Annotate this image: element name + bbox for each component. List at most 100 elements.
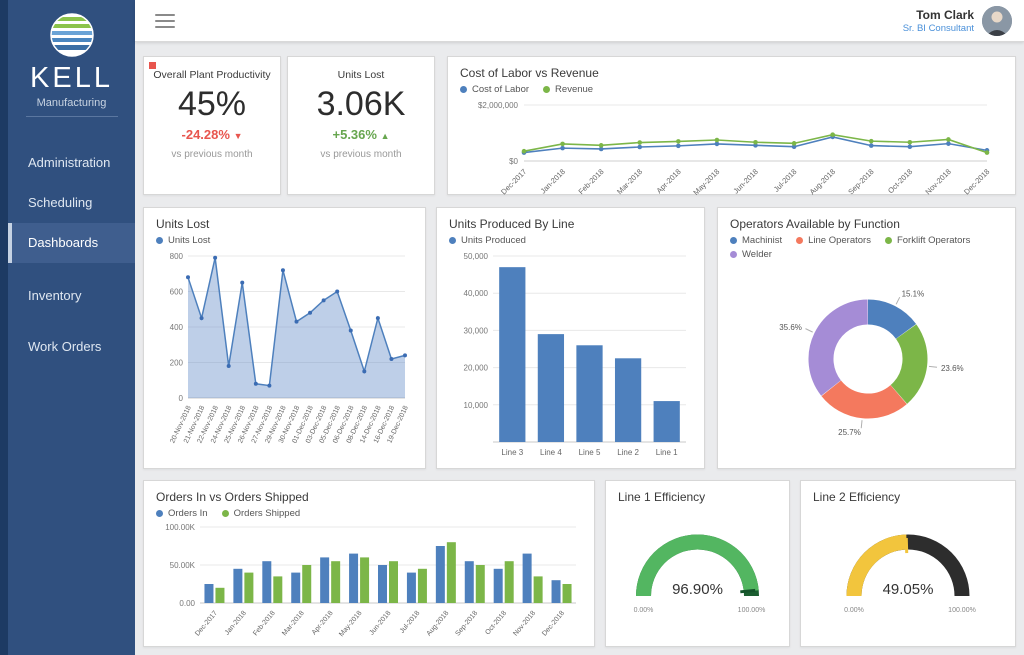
svg-text:Jan-2018: Jan-2018 — [539, 167, 567, 195]
svg-text:Nov-2018: Nov-2018 — [512, 610, 537, 638]
legend-item[interactable]: Machinist — [730, 235, 782, 246]
orders-grouped-bar-chart[interactable]: 0.00 50.00K 100.00K Dec-2017 Jan-2018 Feb-201… — [156, 521, 584, 645]
legend-label: Revenue — [555, 84, 594, 95]
svg-text:0.00%: 0.00% — [634, 607, 654, 614]
svg-text:Feb-2018: Feb-2018 — [577, 167, 606, 195]
legend-label: Line Operators — [808, 235, 871, 246]
logo-subtitle: Manufacturing — [36, 97, 107, 109]
sidebar-item-scheduling[interactable]: Scheduling — [28, 195, 93, 210]
legend-item[interactable]: Units Produced — [449, 235, 526, 246]
legend-label: Machinist — [742, 235, 783, 246]
kpi-delta: -24.28% ▼ — [144, 127, 280, 142]
svg-text:20,000: 20,000 — [464, 364, 489, 373]
svg-text:Nov-2018: Nov-2018 — [923, 167, 952, 195]
svg-text:100.00%: 100.00% — [948, 607, 976, 614]
line2-efficiency-gauge[interactable]: 49.05% 0.00% 100.00% — [812, 512, 1004, 630]
svg-text:Line 5: Line 5 — [579, 448, 601, 457]
chart-legend: Cost of Labor Revenue — [448, 82, 1015, 95]
chart-legend: Orders In Orders Shipped — [144, 506, 594, 519]
svg-text:30,000: 30,000 — [464, 326, 489, 335]
svg-text:Aug-2018: Aug-2018 — [808, 167, 837, 195]
svg-text:Sep-2018: Sep-2018 — [846, 167, 875, 195]
legend-item[interactable]: Line Operators — [796, 235, 871, 246]
sidebar-item-work-orders[interactable]: Work Orders — [28, 339, 102, 354]
svg-text:Line 3: Line 3 — [501, 448, 523, 457]
legend-dot-icon — [730, 237, 737, 244]
main-content: Overall Plant Productivity 45% -24.28% ▼… — [135, 42, 1024, 655]
legend-item[interactable]: Revenue — [543, 84, 593, 95]
sidebar-item-administration[interactable]: Administration — [28, 155, 111, 170]
line1-efficiency-gauge[interactable]: 96.90% 0.00% 100.00% — [617, 512, 778, 630]
svg-text:Dec-2018: Dec-2018 — [962, 167, 991, 195]
operators-donut-chart[interactable]: 15.1% 23.6% 25.7% 35.6% — [730, 262, 1005, 460]
svg-text:Jul-2018: Jul-2018 — [399, 610, 422, 635]
kpi-delta: +5.36% ▲ — [288, 127, 434, 142]
line2-efficiency-card: Line 2 Efficiency 49.05% 0.00% 100.00% — [800, 480, 1016, 647]
legend-label: Forklift Operators — [896, 235, 971, 246]
sidebar: KELL Manufacturing Administration Schedul… — [0, 0, 135, 655]
units-produced-bar-chart[interactable]: 10,000 20,000 30,000 40,000 50,000 Line 3 Line… — [449, 248, 694, 462]
user-name: Tom Clark — [916, 7, 974, 22]
kpi-delta-text: +5.36% — [332, 127, 377, 142]
sidebar-menu: Administration Scheduling Dashboards Invent… — [8, 143, 135, 367]
legend-dot-icon — [796, 237, 804, 244]
sidebar-item-inventory[interactable]: Inventory — [28, 288, 82, 303]
legend-item[interactable]: Welder — [730, 249, 772, 260]
orders-in-vs-shipped-card: Orders In vs Orders Shipped Orders In Ord… — [143, 480, 595, 647]
legend-label: Welder — [742, 249, 772, 260]
svg-text:May-2018: May-2018 — [691, 167, 721, 195]
units-lost-chart-card: Units Lost Units Lost 0 200 400 600 800 20-No… — [143, 207, 426, 469]
alert-icon — [149, 62, 156, 69]
chart-title: Line 2 Efficiency — [813, 490, 901, 504]
legend-item[interactable]: Units Lost — [156, 235, 210, 246]
chart-title: Orders In vs Orders Shipped — [156, 490, 309, 504]
svg-text:Dec-2017: Dec-2017 — [194, 610, 219, 638]
svg-text:96.90%: 96.90% — [672, 581, 723, 598]
topbar: Tom Clark Sr. BI Consultant — [135, 0, 1024, 42]
svg-text:Sep-2018: Sep-2018 — [454, 610, 479, 638]
logo-divider — [25, 116, 118, 117]
svg-text:$2,000,000: $2,000,000 — [478, 101, 519, 110]
operators-by-function-card: Operators Available by Function Machinis… — [717, 207, 1016, 469]
svg-text:50.00K: 50.00K — [170, 561, 196, 570]
units-produced-card: Units Produced By Line Units Produced 10… — [436, 207, 705, 469]
legend-dot-icon — [221, 510, 229, 517]
user-profile[interactable]: Tom Clark Sr. BI Consultant — [903, 5, 1012, 36]
svg-text:100.00%: 100.00% — [738, 607, 766, 614]
svg-text:Apr-2018: Apr-2018 — [655, 167, 683, 195]
svg-text:Jun-2018: Jun-2018 — [731, 167, 759, 195]
svg-text:40,000: 40,000 — [464, 289, 489, 298]
chart-title: Line 1 Efficiency — [618, 490, 706, 504]
legend-item[interactable]: Orders Shipped — [221, 508, 300, 519]
legend-dot-icon — [449, 237, 456, 244]
svg-text:800: 800 — [170, 252, 184, 261]
logo-title: KELL — [30, 62, 113, 94]
svg-text:Oct-2018: Oct-2018 — [886, 167, 914, 195]
svg-text:Line 1: Line 1 — [656, 448, 678, 457]
legend-item[interactable]: Forklift Operators — [884, 235, 971, 246]
kpi-title: Units Lost — [337, 69, 385, 81]
line1-efficiency-card: Line 1 Efficiency 96.90% 0.00% 100.00% — [605, 480, 790, 647]
legend-dot-icon — [156, 237, 163, 244]
svg-text:Dec-2018: Dec-2018 — [541, 610, 566, 638]
legend-dot-icon — [543, 86, 551, 93]
svg-text:35.6%: 35.6% — [779, 323, 802, 332]
kpi-value: 3.06K — [316, 85, 406, 123]
chart-legend: Units Produced — [437, 233, 704, 246]
sidebar-item-dashboards[interactable]: Dashboards — [8, 223, 135, 263]
units-lost-area-chart[interactable]: 020040060080020-Nov-201821-Nov-201822-No… — [156, 248, 415, 462]
svg-text:100.00K: 100.00K — [165, 523, 195, 532]
avatar[interactable] — [982, 5, 1012, 36]
legend-item[interactable]: Cost of Labor — [460, 84, 529, 95]
kpi-caption: vs previous month — [171, 149, 253, 160]
legend-label: Units Produced — [461, 235, 526, 246]
svg-text:10,000: 10,000 — [464, 401, 489, 410]
chart-legend: Units Lost — [144, 233, 425, 246]
hamburger-menu-icon[interactable] — [155, 10, 175, 32]
person-icon — [982, 5, 1012, 36]
svg-text:Line 2: Line 2 — [617, 448, 639, 457]
legend-item[interactable]: Orders In — [156, 508, 208, 519]
svg-text:50,000: 50,000 — [464, 252, 489, 261]
svg-text:Mar-2018: Mar-2018 — [615, 167, 644, 195]
